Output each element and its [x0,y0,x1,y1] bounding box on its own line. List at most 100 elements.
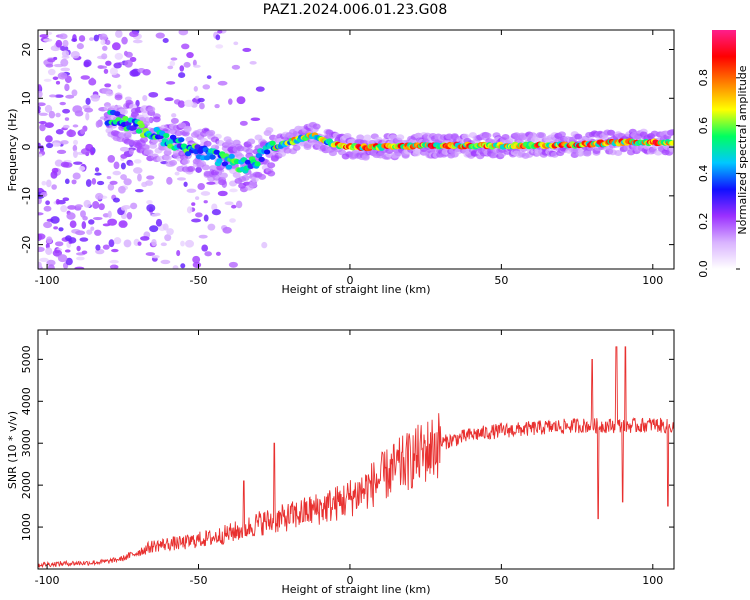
spectrogram-x-ticks: -100 -50 0 50 100 [35,30,663,287]
heatmap-cell [113,62,122,69]
x-tick-label: -50 [190,274,208,287]
heatmap-cell [328,150,337,157]
heatmap-cell [80,128,85,135]
heatmap-cell [258,173,267,180]
heatmap-cell [228,261,238,268]
heatmap-cell [207,223,216,231]
heatmap-cell [151,238,157,247]
heatmap-cell [163,132,170,139]
heatmap-cell [130,202,138,210]
heatmap-cell [112,42,121,51]
heatmap-cell [145,252,156,257]
heatmap-cell [94,167,100,172]
heatmap-cell [267,170,276,177]
heatmap-cell [105,90,114,97]
heatmap-cell [180,263,186,269]
heatmap-cell [47,264,55,269]
heatmap-cell [184,99,194,108]
heatmap-cell [200,191,211,196]
heatmap-cell [181,43,190,50]
heatmap-cell [209,154,216,160]
heatmap-cell [39,257,49,263]
heatmap-cell [45,243,50,249]
heatmap-cell [43,78,52,82]
heatmap-cell [186,206,193,214]
heatmap-cell [231,64,241,70]
heatmap-cell [113,111,121,117]
heatmap-cell [126,211,133,220]
heatmap-cell [217,190,228,197]
x-tick-label: 50 [494,574,508,587]
heatmap-cell [38,106,41,111]
heatmap-cell [98,203,105,211]
heatmap-cell [214,104,220,109]
heatmap-cell [263,149,271,155]
heatmap-cell [109,67,118,76]
heatmap-cell [120,162,126,170]
heatmap-cell [221,161,229,167]
heatmap-cell [186,51,194,59]
heatmap-cell [668,129,674,136]
heatmap-cell [79,237,89,242]
heatmap-cell [134,188,144,193]
heatmap-cell [170,57,178,61]
heatmap-cell [55,80,61,85]
x-tick-label: 100 [642,574,663,587]
heatmap-cell [74,110,84,117]
heatmap-cell [537,132,546,139]
heatmap-cell [94,172,102,176]
heatmap-cell [45,142,54,149]
heatmap-cell [72,172,81,180]
colorbar-ticks: 0.0 0.2 0.4 0.6 0.8 [697,69,740,278]
heatmap-cell [215,44,224,49]
heatmap-cell [57,72,68,80]
heatmap-cell [46,236,53,244]
heatmap-cell [84,107,94,113]
heatmap-cell [46,259,56,266]
heatmap-cell [255,86,265,92]
heatmap-cell [114,94,123,101]
heatmap-cell [106,175,112,180]
y-tick-label: 3000 [20,429,33,457]
heatmap-cell [210,136,219,143]
heatmap-cell [167,65,174,70]
heatmap-cell [55,198,60,205]
heatmap-cell [81,221,87,230]
heatmap-cell [53,226,59,230]
heatmap-cell [203,140,212,147]
heatmap-cell [191,202,196,206]
spectrogram-y-ticks: -20 -10 0 10 20 [20,43,674,254]
heatmap-cell [98,33,108,41]
heatmap-cell [119,221,126,227]
heatmap-cell [228,153,235,159]
heatmap-cell [169,159,178,166]
heatmap-cell [95,120,101,128]
heatmap-cell [132,39,143,44]
heatmap-cell [162,223,169,231]
heatmap-cell [92,200,100,209]
heatmap-cell [128,148,134,155]
heatmap-cell [92,216,103,221]
heatmap-cell [249,61,257,65]
snr-y-ticks: 1000 2000 3000 4000 5000 [20,345,674,541]
heatmap-cell [137,241,142,246]
heatmap-cell [129,69,139,77]
heatmap-cell [166,228,174,236]
heatmap-cell [58,33,68,40]
heatmap-cell [250,117,261,121]
heatmap-cell [148,91,159,98]
heatmap-cell [269,140,276,146]
heatmap-cell [193,86,198,92]
heatmap-cell [184,151,192,157]
heatmap-cell [261,241,268,249]
heatmap-cell [203,155,211,161]
heatmap-cell [39,123,46,132]
x-tick-label: 50 [494,274,508,287]
heatmap-cell [222,226,232,234]
heatmap-cell [95,192,104,200]
heatmap-cell [120,108,129,115]
heatmap-cell [43,221,53,229]
heatmap-cell [140,136,148,143]
heatmap-cell [202,84,211,90]
heatmap-cell [191,218,202,223]
